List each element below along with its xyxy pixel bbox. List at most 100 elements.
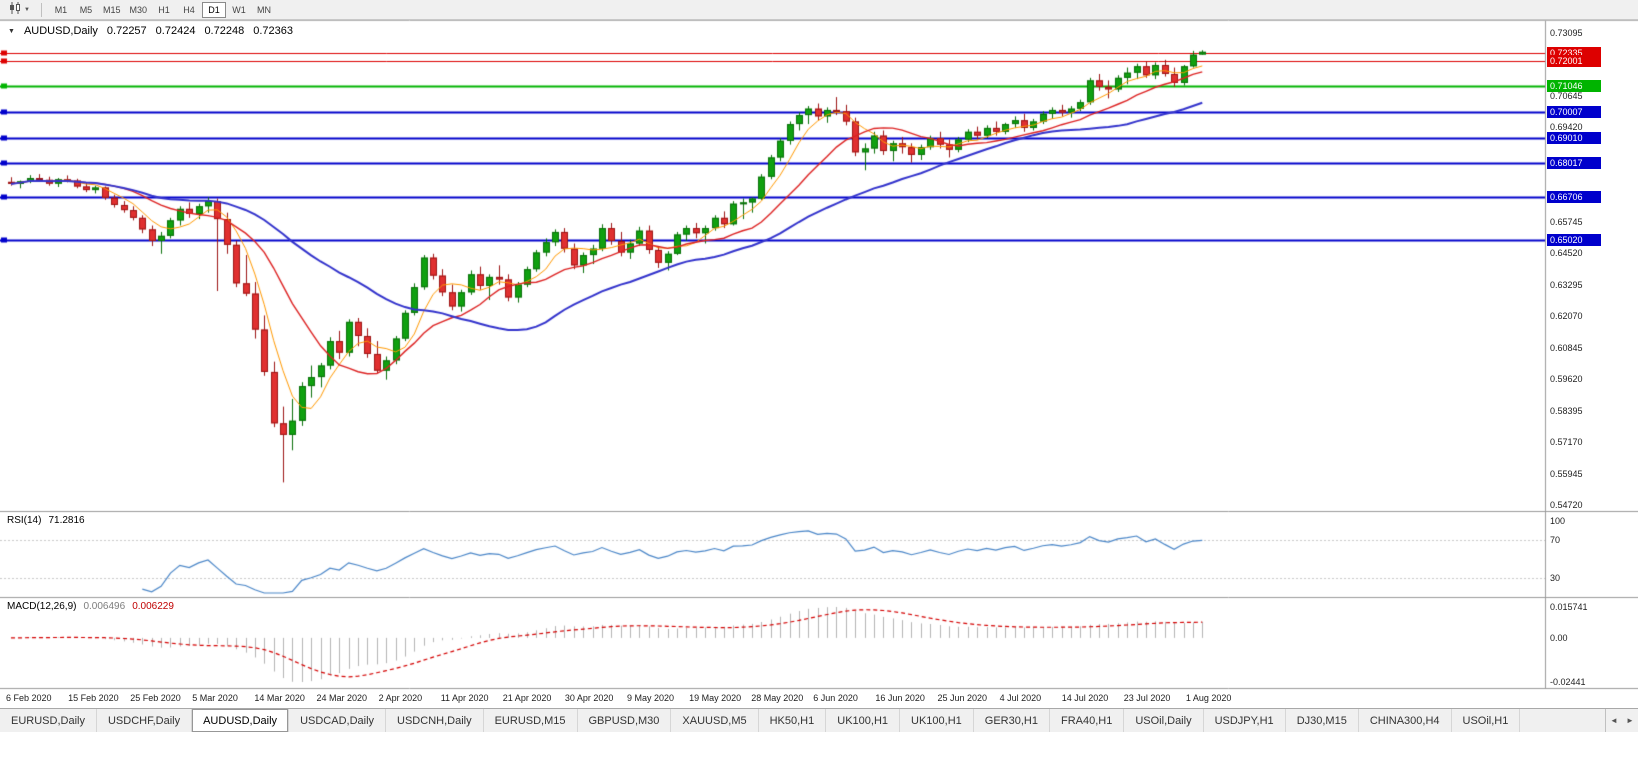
timeframe-button-m5[interactable]: M5 — [79, 4, 93, 15]
rsi-name: RSI(14) — [7, 515, 42, 526]
timeframe-button-w1[interactable]: W1 — [232, 4, 246, 15]
date-axis-label: 6 Jun 2020 — [813, 693, 858, 703]
price-chart-canvas[interactable] — [0, 20, 1638, 708]
hline-price-box: 0.66706 — [1547, 191, 1601, 204]
chart-type-button[interactable]: ▼ — [4, 1, 34, 18]
hline-price-box: 0.65020 — [1547, 234, 1601, 247]
arrow-right-icon: ► — [1626, 716, 1634, 725]
chart-tab-hk50-h1[interactable]: HK50,H1 — [758, 709, 827, 732]
panel-splitter-main-rsi[interactable] — [0, 509, 1638, 514]
chart-area: ▼ AUDUSD,Daily 0.72257 0.72424 0.72248 0… — [0, 20, 1638, 708]
chart-tab-usdjpy-h1[interactable]: USDJPY,H1 — [1203, 709, 1286, 732]
chart-tab-eurusd-daily[interactable]: EURUSD,Daily — [0, 709, 97, 732]
macd-axis-label: -0.02441 — [1550, 677, 1586, 687]
macd-main-value: 0.006496 — [83, 601, 126, 612]
chart-tab-usdcnh-daily[interactable]: USDCNH,Daily — [386, 709, 484, 732]
rsi-level-label: 30 — [1550, 572, 1561, 583]
chart-tab-eurusd-m15[interactable]: EURUSD,M15 — [483, 709, 578, 732]
chart-tab-xauusd-m5[interactable]: XAUUSD,M5 — [671, 709, 759, 732]
chart-tab-label: EURUSD,M15 — [494, 714, 566, 727]
hline-price-box: 0.71046 — [1547, 79, 1601, 92]
chart-tab-label: GBPUSD,M30 — [588, 714, 660, 727]
panel-splitter-rsi-macd[interactable] — [0, 595, 1638, 600]
chart-tab-label: XAUUSD,M5 — [682, 714, 747, 727]
price-axis-tick: 0.59620 — [1550, 374, 1583, 385]
macd-name: MACD(12,26,9) — [7, 601, 77, 612]
date-axis-label: 15 Feb 2020 — [68, 693, 119, 703]
date-axis-label: 4 Jul 2020 — [999, 693, 1042, 703]
timeframe-button-m30[interactable]: M30 — [129, 4, 147, 15]
chart-tab-label: AUDUSD,Daily — [203, 714, 278, 727]
tab-scroll-left-button[interactable]: ◄ — [1606, 709, 1622, 732]
chart-tab-label: DJ30,M15 — [1296, 714, 1347, 727]
tab-scroll-controls: ◄ ► — [1605, 709, 1638, 732]
symbol-collapse-icon[interactable]: ▼ — [8, 27, 15, 35]
date-axis-label: 1 Aug 2020 — [1185, 693, 1232, 703]
chart-tab-label: USDJPY,H1 — [1214, 714, 1274, 727]
date-axis-label: 21 Apr 2020 — [502, 693, 552, 703]
chart-tab-label: USDCHF,Daily — [107, 714, 181, 727]
chart-tab-ger30-h1[interactable]: GER30,H1 — [973, 709, 1050, 732]
chart-symbol-label: AUDUSD,Daily — [23, 25, 98, 37]
chart-tab-usoil-daily[interactable]: USOil,Daily — [1124, 709, 1204, 732]
timeframe-button-d1[interactable]: D1 — [201, 1, 226, 18]
date-axis-label: 25 Feb 2020 — [130, 693, 181, 703]
rsi-level-label: 70 — [1550, 534, 1561, 545]
timeframe-button-h4[interactable]: H4 — [183, 4, 195, 15]
chart-title: ▼ AUDUSD,Daily 0.72257 0.72424 0.72248 0… — [8, 25, 293, 37]
macd-axis-label: 0.00 — [1550, 632, 1568, 643]
price-axis-tick: 0.60845 — [1550, 342, 1583, 353]
price-axis-tick: 0.54720 — [1550, 499, 1583, 510]
timeframe-button-group: M1 M5 M15 M30 H1 H4 D1 W1 MN — [49, 1, 276, 18]
date-axis-label: 28 May 2020 — [751, 693, 804, 703]
price-axis-tick: 0.55945 — [1550, 468, 1583, 479]
price-axis-tick: 0.62070 — [1550, 311, 1583, 322]
chart-tab-uk100-h1[interactable]: UK100,H1 — [826, 709, 901, 732]
date-axis[interactable]: 6 Feb 2020 15 Feb 2020 25 Feb 2020 5 Mar 20… — [0, 688, 1545, 708]
tab-scroll-right-button[interactable]: ► — [1622, 709, 1638, 732]
chart-tab-label: USOil,H1 — [1462, 714, 1509, 727]
chart-tab-usdcad-daily[interactable]: USDCAD,Daily — [289, 709, 387, 732]
hline-price-box: 0.70007 — [1547, 106, 1601, 119]
macd-axis-label: 0.015741 — [1550, 602, 1588, 612]
date-axis-label: 30 Apr 2020 — [564, 693, 614, 703]
chevron-down-icon: ▼ — [24, 6, 30, 13]
timeframe-button-m15[interactable]: M15 — [102, 4, 121, 15]
chart-tab-gbpusd-m30[interactable]: GBPUSD,M30 — [577, 709, 672, 732]
chart-tab-fra40-h1[interactable]: FRA40,H1 — [1049, 709, 1125, 732]
ohlc-close-value: 0.72363 — [253, 25, 293, 37]
chart-tab-uk100-h1[interactable]: UK100,H1 — [900, 709, 974, 732]
date-axis-label: 9 May 2020 — [627, 693, 675, 703]
date-axis-label: 19 May 2020 — [689, 693, 742, 703]
chart-tab-label: FRA40,H1 — [1060, 714, 1113, 727]
timeframe-button-m1[interactable]: M1 — [54, 4, 68, 15]
price-axis-tick: 0.57170 — [1550, 437, 1583, 448]
date-axis-label: 23 Jul 2020 — [1123, 693, 1171, 703]
price-axis[interactable]: 0.73095 0.70645 0.69420 0.65745 0.64520 0.632… — [1546, 20, 1638, 688]
macd-indicator-label: MACD(12,26,9) 0.006496 0.006229 — [7, 601, 174, 612]
price-axis-tick: 0.65745 — [1550, 216, 1583, 227]
rsi-value: 71.2816 — [48, 515, 85, 526]
chart-tab-usdchf-daily[interactable]: USDCHF,Daily — [96, 709, 193, 732]
chart-tab-china300-h4[interactable]: CHINA300,H4 — [1358, 709, 1452, 732]
chart-tab-usoil-h1[interactable]: USOil,H1 — [1451, 709, 1521, 732]
chart-tab-audusd-daily[interactable]: AUDUSD,Daily — [192, 709, 290, 732]
hline-price-box: 0.68017 — [1547, 157, 1601, 170]
price-axis-tick: 0.64520 — [1550, 248, 1583, 259]
timeframe-button-mn[interactable]: MN — [256, 4, 271, 15]
chart-tab-dj30-m15[interactable]: DJ30,M15 — [1285, 709, 1359, 732]
arrow-left-icon: ◄ — [1610, 716, 1618, 725]
chart-tab-label: UK100,H1 — [837, 714, 889, 727]
ohlc-low-value: 0.72248 — [204, 25, 245, 37]
chart-tab-bar: EURUSD,Daily USDCHF,Daily AUDUSD,Daily USDC… — [0, 708, 1638, 732]
date-axis-label: 5 Mar 2020 — [192, 693, 238, 703]
date-axis-label: 25 Jun 2020 — [937, 693, 988, 703]
date-axis-label: 14 Jul 2020 — [1061, 693, 1109, 703]
panel-splitter-macd-dates[interactable] — [0, 686, 1638, 691]
chart-tab-list: EURUSD,Daily USDCHF,Daily AUDUSD,Daily USDC… — [0, 709, 1605, 732]
rsi-level-label: 100 — [1550, 516, 1566, 526]
timeframe-button-h1[interactable]: H1 — [158, 4, 170, 15]
chart-tab-label: EURUSD,Daily — [11, 714, 85, 727]
chart-tab-label: USDCAD,Daily — [300, 714, 375, 727]
date-axis-label: 6 Feb 2020 — [6, 693, 52, 703]
